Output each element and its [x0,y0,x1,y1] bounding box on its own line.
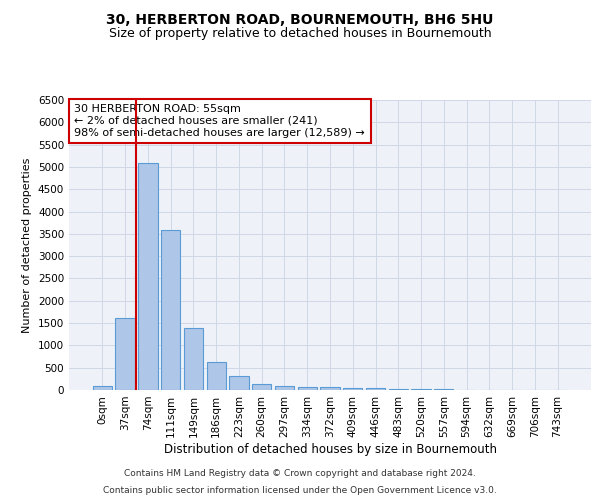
Bar [229,376,248,390]
Text: Contains public sector information licensed under the Open Government Licence v3: Contains public sector information licen… [103,486,497,495]
Text: Contains HM Land Registry data © Crown copyright and database right 2024.: Contains HM Land Registry data © Crown c… [124,468,476,477]
Bar [252,384,271,390]
X-axis label: Distribution of detached houses by size in Bournemouth: Distribution of detached houses by size … [163,442,497,456]
Bar [412,389,431,390]
Bar [389,388,408,390]
Bar [115,318,135,390]
Bar [298,387,317,390]
Bar [161,230,181,390]
Text: 30, HERBERTON ROAD, BOURNEMOUTH, BH6 5HU: 30, HERBERTON ROAD, BOURNEMOUTH, BH6 5HU [106,12,494,26]
Bar [275,386,294,390]
Bar [343,388,362,390]
Bar [138,164,158,390]
Bar [206,362,226,390]
Bar [366,388,385,390]
Bar [320,388,340,390]
Text: 30 HERBERTON ROAD: 55sqm
← 2% of detached houses are smaller (241)
98% of semi-d: 30 HERBERTON ROAD: 55sqm ← 2% of detache… [74,104,365,138]
Text: Size of property relative to detached houses in Bournemouth: Size of property relative to detached ho… [109,28,491,40]
Y-axis label: Number of detached properties: Number of detached properties [22,158,32,332]
Bar [93,386,112,390]
Bar [184,328,203,390]
